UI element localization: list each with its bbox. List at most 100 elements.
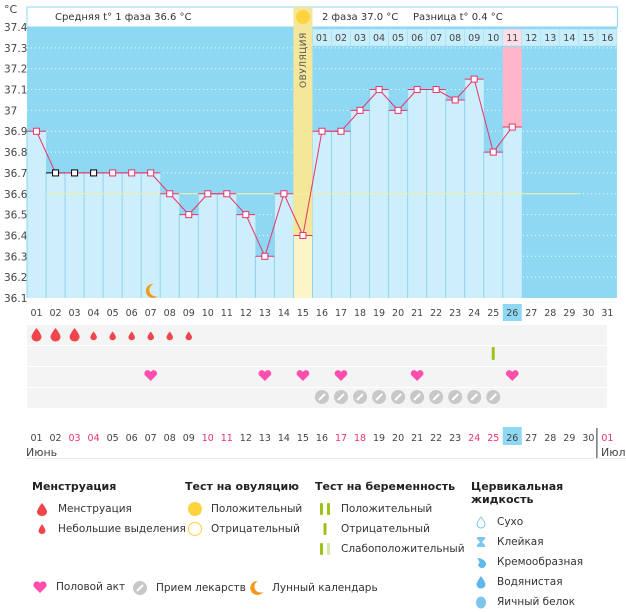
temperature-point: [356, 106, 364, 114]
x-tick-label: 19: [373, 308, 385, 319]
temperature-point: [451, 96, 459, 104]
temperature-bar: [312, 131, 332, 298]
pill-stripe: [394, 393, 402, 401]
small-drop-icon: [32, 523, 52, 535]
ovulation-column: [293, 7, 313, 236]
legend-item: Положительный: [185, 499, 302, 519]
highlight-column: [502, 47, 522, 128]
x-tick-label: 04: [88, 308, 100, 319]
y-tick-label: 36.4: [4, 230, 28, 242]
temperature-bar: [84, 172, 104, 298]
heart-icon: [505, 370, 519, 381]
temperature-bar: [274, 193, 294, 298]
pregnancy-test-negative: [491, 347, 495, 360]
date-label: 16: [316, 433, 328, 444]
spotting-drop: [90, 331, 97, 341]
x-tick-label: 02: [49, 308, 61, 319]
y-tick-label: 36.8: [4, 147, 27, 159]
sticky-icon: [471, 535, 491, 549]
test-negative-icon: [315, 522, 335, 536]
temperature-bar: [255, 256, 275, 298]
temperature-point: [394, 106, 402, 114]
month-label-june: Июнь: [26, 446, 58, 459]
temperature-point: [185, 211, 193, 219]
ovulation-sun-icon: [295, 10, 310, 24]
temperature-point: [33, 127, 41, 135]
heart-icon: [334, 370, 348, 381]
test-positive-icon: [315, 502, 335, 516]
x-tick-label: 18: [354, 308, 366, 319]
date-label: 25: [487, 433, 499, 444]
temperature-point: [52, 169, 60, 177]
date-label: 01: [601, 433, 613, 444]
y-tick-label: 37.3: [4, 43, 27, 55]
x-tick-label: 25: [487, 308, 499, 319]
x-tick-label: 24: [468, 308, 480, 319]
y-tick-label: 36.5: [4, 210, 27, 222]
x-tick-label: 08: [164, 308, 176, 319]
temperature-bar: [27, 131, 47, 298]
y-tick-label: 37: [4, 105, 17, 117]
temperature-point: [71, 169, 79, 177]
spotting-drop: [109, 331, 116, 341]
temperature-point: [489, 148, 497, 156]
cycle-day-cell: [597, 28, 618, 47]
heart-icon: [296, 370, 310, 381]
x-tick-label: 17: [335, 308, 347, 319]
cycle-day-label: 08: [449, 33, 461, 44]
x-tick-label: 26: [506, 308, 518, 319]
x-tick-label: 09: [183, 308, 195, 319]
legend-pregnancy-test: Тест на беременность Положительный Отриц…: [315, 480, 465, 559]
legend-item: Сухо: [471, 512, 626, 532]
sun-outline-icon: [185, 521, 205, 537]
date-label: 18: [354, 433, 366, 444]
temperature-point: [166, 190, 174, 198]
temperature-point: [90, 169, 98, 177]
legend-item: Отрицательный: [185, 519, 302, 539]
legend-item: Положительный: [315, 499, 465, 519]
date-label: 30: [582, 433, 594, 444]
symbol-row: [27, 325, 607, 345]
temperature-point: [413, 86, 421, 94]
x-tick-label: 14: [278, 308, 290, 319]
date-label: 09: [183, 433, 195, 444]
divider: [26, 458, 626, 459]
x-tick-label: 12: [240, 308, 252, 319]
legend-menstruation: Менструация Менструация Небольшие выделе…: [32, 480, 186, 539]
temperature-bar: [350, 110, 370, 298]
temperature-bar: [217, 193, 237, 298]
sun-filled-icon: [185, 501, 205, 517]
pill-stripe: [413, 393, 421, 401]
ovulation-label: ОВУЛЯЦИЯ: [299, 32, 309, 88]
y-tick-label: 36.6: [4, 189, 28, 201]
x-tick-label: 11: [221, 308, 233, 319]
temperature-point: [128, 169, 136, 177]
date-label: 04: [88, 433, 100, 444]
creamy-icon: [471, 555, 491, 569]
cycle-day-label: 03: [354, 33, 366, 44]
date-label: 08: [164, 433, 176, 444]
phase1-average: Средняя t° 1 фаза 36.6 °C: [55, 12, 192, 23]
today-date-marker: [502, 427, 522, 445]
today-marker: [502, 304, 522, 321]
x-tick-label: 15: [297, 308, 309, 319]
bbt-chart: °C Средняя t° 1 фаза 36.6 °C 2 фаза 37.0 °…: [4, 3, 618, 458]
x-tick-label: 01: [30, 308, 42, 319]
header-box: [26, 6, 618, 28]
x-tick-label: 21: [411, 308, 423, 319]
temperature-point: [375, 86, 383, 94]
temperature-point: [508, 123, 516, 131]
temperature-bar: [388, 110, 408, 298]
legend-medication: Прием лекарств: [130, 580, 246, 596]
cycle-day-label: 01: [316, 33, 328, 44]
x-tick-label: 20: [392, 308, 404, 319]
spotting-drop: [185, 331, 193, 341]
cycle-day-label: 15: [582, 33, 594, 44]
cycle-day-label: 09: [468, 33, 480, 44]
temperature-bar: [445, 99, 465, 298]
cycle-day-label: 02: [335, 33, 347, 44]
date-label: 24: [468, 433, 480, 444]
temperature-bar: [502, 127, 522, 298]
date-label: 03: [69, 433, 81, 444]
x-tick-label: 22: [430, 308, 442, 319]
